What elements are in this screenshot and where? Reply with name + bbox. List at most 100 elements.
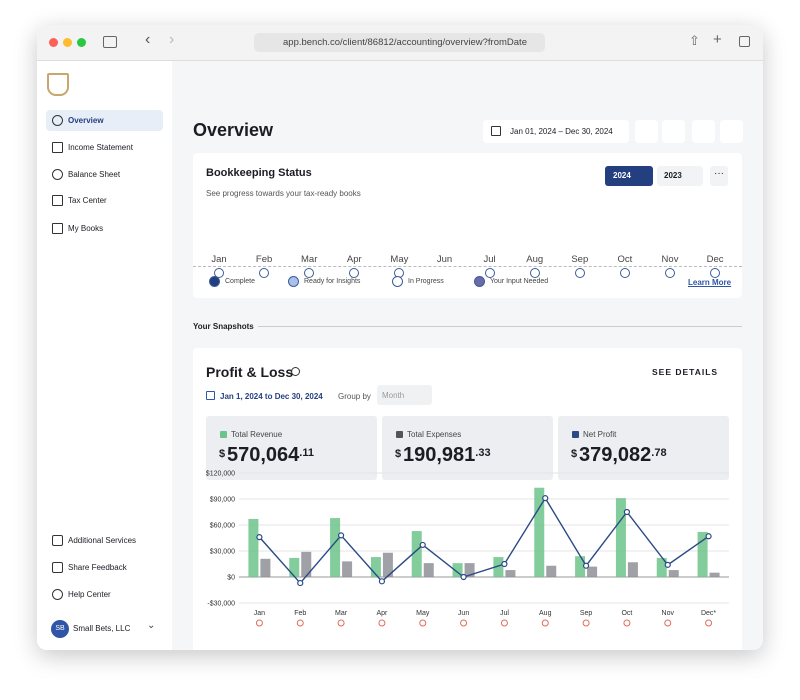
see-details-link[interactable]: SEE DETAILS [652,367,719,377]
nav-icon[interactable] [52,115,63,126]
bar [493,557,504,577]
new-tab-button[interactable]: + [713,31,722,48]
x-tick-label: Nov [662,610,675,617]
more-button[interactable]: ··· [710,166,728,186]
month-label: Feb [255,254,273,265]
nav-item[interactable]: Help Center [68,590,111,599]
nav-item[interactable]: My Books [68,224,104,233]
y-tick-label: $120,000 [206,471,235,478]
year-button[interactable]: 2024 [605,166,653,186]
month-label: Nov [661,254,679,265]
month-status-icon[interactable] [349,268,360,278]
legend-label: Ready for Insights [304,278,361,285]
month-status-icon[interactable] [304,268,315,278]
nav-icon[interactable] [52,535,63,546]
info-icon[interactable] [291,367,300,376]
x-tick-label: Sep [580,610,593,617]
bookkeeping-card: Bookkeeping Status See progress towards … [193,153,742,298]
x-tick-label: Jul [500,610,509,617]
nav-item[interactable]: Tax Center [68,196,107,205]
bar [615,498,626,577]
month-status-icon[interactable] [484,268,495,278]
x-tick-label: Oct [621,610,632,617]
back-button[interactable]: ‹ [145,31,151,48]
bar [382,552,393,577]
status-icon [500,619,508,627]
month-label: Sep [571,254,589,265]
bar [505,570,516,577]
status-icon [460,619,468,627]
month-label: Mar [301,254,318,265]
y-tick-label: -$30,000 [207,601,235,608]
zoom-button[interactable] [77,38,86,47]
month-label: Dec [706,254,724,265]
message-button[interactable] [692,120,715,143]
total-card: Total Revenue $570,064.11 [206,416,377,480]
notifications-button[interactable] [720,120,743,143]
line-point [297,579,304,587]
legend-label: Your Input Needed [490,278,549,285]
month-status-icon[interactable] [259,268,270,278]
nav-item[interactable]: Income Statement [68,143,133,152]
line-point [501,560,508,568]
legend-icon [288,276,299,287]
bar [342,561,353,577]
month-status-icon[interactable] [665,268,675,278]
month-label: Oct [617,254,633,265]
month-status-icon[interactable] [529,268,540,278]
nav-icon[interactable] [52,142,63,153]
line-point [664,561,671,568]
forward-button[interactable]: › [169,31,175,48]
minimize-button[interactable] [63,38,72,47]
legend-icon [474,276,485,287]
month-status-icon[interactable] [619,268,630,278]
title-bar: ‹ › app.bench.co/client/86812/accounting… [37,25,763,61]
close-button[interactable] [49,38,58,47]
account-name[interactable]: Small Bets, LLC [73,624,131,633]
learn-more-link[interactable]: Learn More [688,278,732,287]
avatar[interactable]: SB [51,620,69,638]
status-icon [296,619,304,627]
bar [452,563,463,577]
nav-item[interactable]: Additional Services [68,536,137,545]
tabs-button[interactable] [739,36,750,47]
nav-icon[interactable] [52,223,63,234]
total-swatch [220,431,227,438]
status-icon [378,619,386,627]
total-label: Total Revenue [231,430,283,439]
x-tick-label: Apr [376,610,388,617]
month-status-icon[interactable] [710,268,721,278]
bar [248,518,259,577]
month-status-icon[interactable] [574,268,585,278]
nav-icon[interactable] [52,169,63,180]
total-currency: $ [571,448,578,460]
chevron[interactable]: ⌄ [147,620,156,631]
legend-label: Complete [225,278,255,285]
nav-item[interactable]: Overview [68,116,104,125]
share-button[interactable]: ⇧ [689,33,700,48]
x-tick-label: Dec* [701,610,716,617]
nav-icon[interactable] [52,589,63,600]
total-cents: .11 [299,447,314,459]
group-by-select[interactable]: Month [377,385,432,405]
nav-icon[interactable] [52,195,63,206]
call-button[interactable] [662,120,685,143]
bar [464,563,475,577]
date-range[interactable]: Jan 1, 2024 to Dec 30, 2024 [220,392,323,401]
date-picker[interactable]: Jan 01, 2024 – Dec 30, 2024 [483,120,629,143]
nav-item[interactable]: Balance Sheet [68,170,121,179]
sidebar-toggle[interactable] [103,36,117,48]
year-button[interactable]: 2023 [657,166,703,186]
x-tick-label: May [416,610,430,617]
nav-icon[interactable] [52,562,63,573]
search-button[interactable] [635,120,658,143]
sidebar: Overview Income Statement Balance Sheet Tax… [37,61,173,650]
status-icon [623,619,631,627]
address-bar[interactable]: app.bench.co/client/86812/accounting/ove… [254,33,545,52]
nav-item[interactable]: Share Feedback [68,563,127,572]
line-point [378,578,386,585]
month-label: Jul [483,254,496,265]
x-tick-label: Mar [335,610,348,617]
month-label: May [390,254,409,265]
total-swatch [572,431,579,438]
